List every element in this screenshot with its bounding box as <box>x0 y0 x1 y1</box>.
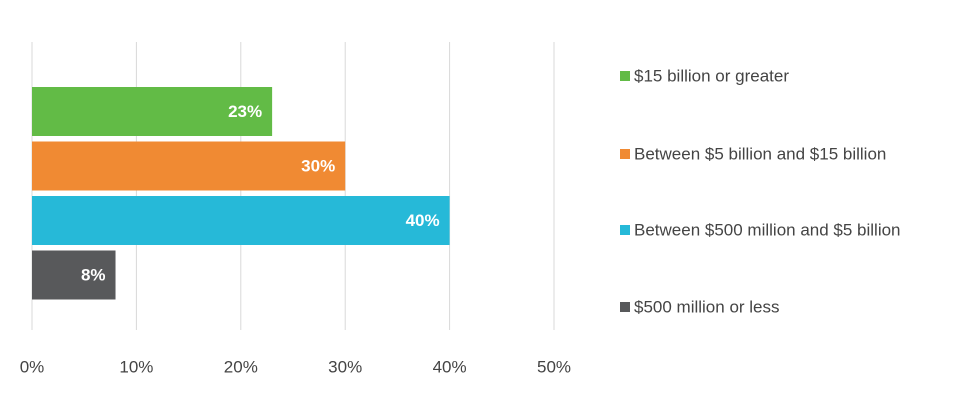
legend-swatch <box>620 71 630 81</box>
legend-label: $500 million or less <box>634 297 780 316</box>
legend-swatch <box>620 149 630 159</box>
x-tick-label: 50% <box>537 357 571 376</box>
x-tick-label: 0% <box>20 357 45 376</box>
x-tick-label: 10% <box>119 357 153 376</box>
bar <box>32 250 116 300</box>
bar <box>32 87 273 136</box>
data-label: 23% <box>228 102 262 121</box>
data-label: 30% <box>301 156 335 175</box>
x-tick-label: 40% <box>433 357 467 376</box>
legend-swatch <box>620 225 630 235</box>
legend-label: Between $500 million and $5 billion <box>634 220 901 239</box>
legend-label: Between $5 billion and $15 billion <box>634 144 886 163</box>
bar <box>32 196 450 245</box>
data-label: 8% <box>81 265 106 284</box>
legend-label: $15 billion or greater <box>634 66 789 85</box>
bar <box>32 141 346 191</box>
x-tick-label: 20% <box>224 357 258 376</box>
data-label: 40% <box>406 211 440 230</box>
legend-swatch <box>620 302 630 312</box>
x-tick-label: 30% <box>328 357 362 376</box>
